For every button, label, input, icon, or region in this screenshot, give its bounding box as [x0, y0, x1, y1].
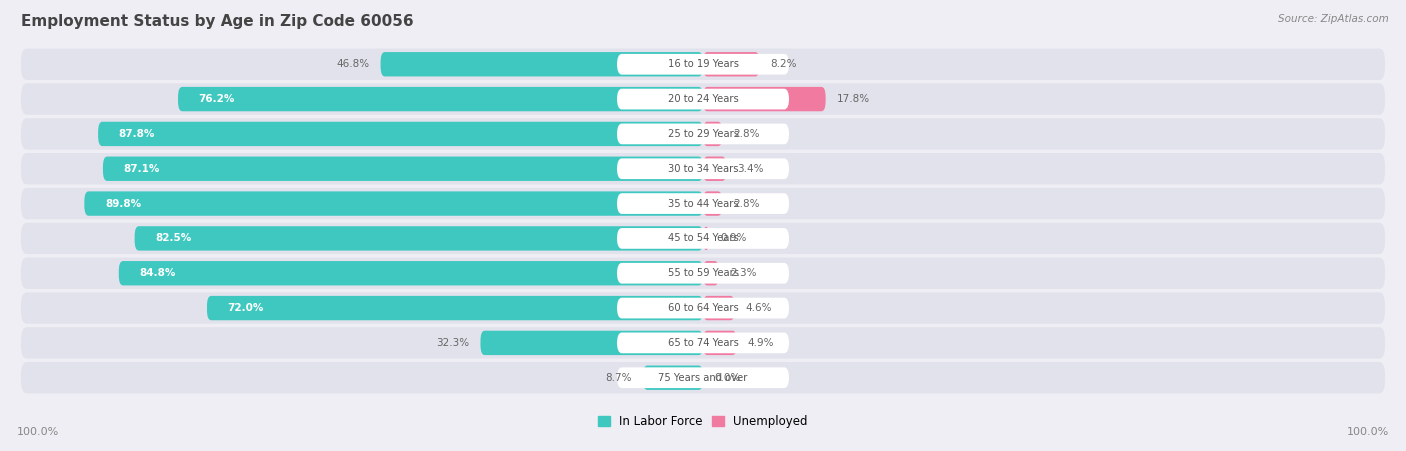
Text: 16 to 19 Years: 16 to 19 Years [668, 59, 738, 69]
FancyBboxPatch shape [617, 298, 789, 318]
FancyBboxPatch shape [617, 193, 789, 214]
FancyBboxPatch shape [703, 331, 737, 355]
Text: 4.9%: 4.9% [748, 338, 775, 348]
Text: 84.8%: 84.8% [139, 268, 176, 278]
Text: 75 Years and over: 75 Years and over [658, 373, 748, 383]
FancyBboxPatch shape [703, 87, 825, 111]
Text: 46.8%: 46.8% [336, 59, 370, 69]
FancyBboxPatch shape [617, 124, 789, 144]
FancyBboxPatch shape [103, 156, 703, 181]
FancyBboxPatch shape [703, 156, 727, 181]
Text: Employment Status by Age in Zip Code 60056: Employment Status by Age in Zip Code 600… [21, 14, 413, 28]
FancyBboxPatch shape [617, 228, 789, 249]
FancyBboxPatch shape [703, 122, 723, 146]
FancyBboxPatch shape [179, 87, 703, 111]
Text: 30 to 34 Years: 30 to 34 Years [668, 164, 738, 174]
Text: 65 to 74 Years: 65 to 74 Years [668, 338, 738, 348]
Text: 100.0%: 100.0% [1347, 428, 1389, 437]
FancyBboxPatch shape [381, 52, 703, 77]
FancyBboxPatch shape [643, 365, 703, 390]
Text: 0.0%: 0.0% [714, 373, 741, 383]
FancyBboxPatch shape [21, 327, 1385, 359]
FancyBboxPatch shape [617, 263, 789, 284]
Text: 76.2%: 76.2% [198, 94, 235, 104]
Legend: In Labor Force, Unemployed: In Labor Force, Unemployed [593, 411, 813, 433]
Text: 3.4%: 3.4% [738, 164, 763, 174]
FancyBboxPatch shape [98, 122, 703, 146]
Text: 20 to 24 Years: 20 to 24 Years [668, 94, 738, 104]
FancyBboxPatch shape [617, 332, 789, 353]
FancyBboxPatch shape [703, 226, 709, 251]
FancyBboxPatch shape [21, 118, 1385, 150]
Text: 100.0%: 100.0% [17, 428, 59, 437]
Text: 87.1%: 87.1% [124, 164, 160, 174]
Text: 17.8%: 17.8% [837, 94, 870, 104]
FancyBboxPatch shape [703, 261, 718, 285]
Text: 2.3%: 2.3% [730, 268, 756, 278]
FancyBboxPatch shape [617, 54, 789, 74]
FancyBboxPatch shape [21, 83, 1385, 115]
FancyBboxPatch shape [703, 296, 735, 320]
Text: 2.8%: 2.8% [734, 198, 759, 208]
Text: 32.3%: 32.3% [436, 338, 470, 348]
Text: 4.6%: 4.6% [745, 303, 772, 313]
FancyBboxPatch shape [135, 226, 703, 251]
FancyBboxPatch shape [21, 49, 1385, 80]
Text: 8.7%: 8.7% [606, 373, 633, 383]
FancyBboxPatch shape [21, 292, 1385, 324]
Text: Source: ZipAtlas.com: Source: ZipAtlas.com [1278, 14, 1389, 23]
Text: 55 to 59 Years: 55 to 59 Years [668, 268, 738, 278]
FancyBboxPatch shape [703, 191, 723, 216]
FancyBboxPatch shape [703, 52, 759, 77]
Text: 72.0%: 72.0% [228, 303, 264, 313]
FancyBboxPatch shape [481, 331, 703, 355]
FancyBboxPatch shape [21, 258, 1385, 289]
FancyBboxPatch shape [118, 261, 703, 285]
FancyBboxPatch shape [617, 158, 789, 179]
FancyBboxPatch shape [21, 153, 1385, 184]
FancyBboxPatch shape [207, 296, 703, 320]
FancyBboxPatch shape [21, 223, 1385, 254]
Text: 87.8%: 87.8% [118, 129, 155, 139]
FancyBboxPatch shape [84, 191, 703, 216]
Text: 45 to 54 Years: 45 to 54 Years [668, 234, 738, 244]
FancyBboxPatch shape [21, 362, 1385, 393]
Text: 60 to 64 Years: 60 to 64 Years [668, 303, 738, 313]
Text: 89.8%: 89.8% [105, 198, 141, 208]
Text: 82.5%: 82.5% [155, 234, 191, 244]
FancyBboxPatch shape [617, 89, 789, 110]
Text: 8.2%: 8.2% [770, 59, 797, 69]
FancyBboxPatch shape [617, 368, 789, 388]
Text: 35 to 44 Years: 35 to 44 Years [668, 198, 738, 208]
Text: 0.9%: 0.9% [720, 234, 747, 244]
Text: 25 to 29 Years: 25 to 29 Years [668, 129, 738, 139]
Text: 2.8%: 2.8% [734, 129, 759, 139]
FancyBboxPatch shape [21, 188, 1385, 219]
